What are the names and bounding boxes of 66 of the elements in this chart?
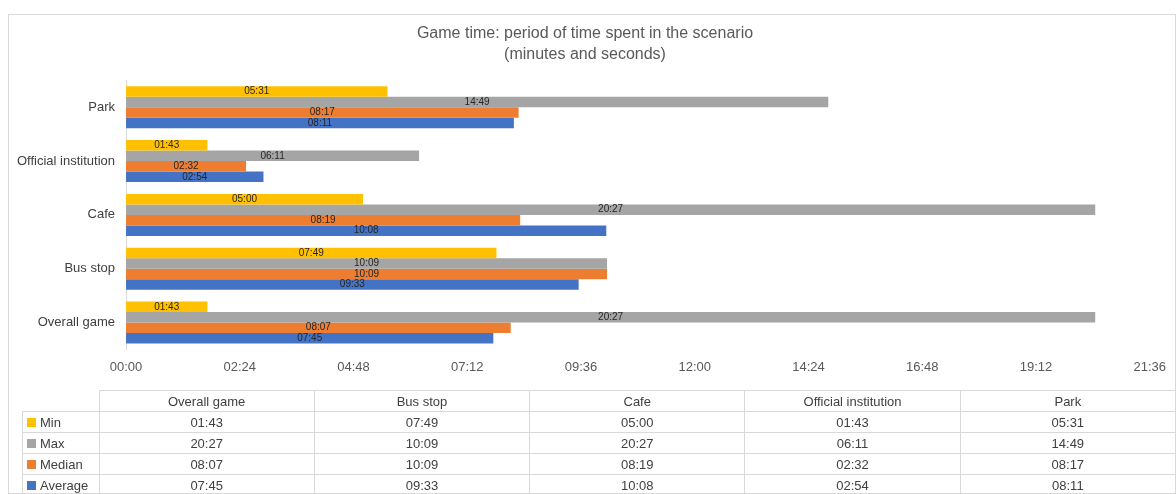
text: 08:17	[1051, 456, 1085, 472]
text: 01:43	[190, 414, 223, 430]
y-tick-label: Park	[88, 98, 116, 114]
x-tick-label: 16:48	[905, 358, 939, 374]
x-tick-label: 00:00	[109, 358, 143, 374]
x-tick-label: 02:24	[223, 358, 257, 374]
chart-subtitle: (minutes and seconds)	[504, 45, 666, 63]
data-label: 10:09	[354, 257, 380, 269]
text: 10:08	[620, 477, 654, 493]
category-label: Official institution	[803, 393, 902, 409]
category-label: Park	[1054, 393, 1082, 409]
category-label: Bus stop	[396, 393, 448, 409]
text: 14:49	[1051, 435, 1085, 451]
legend-label: Max	[22, 432, 99, 454]
data-label: 08:07	[305, 321, 332, 333]
text: 20:27	[620, 435, 654, 451]
y-tick-label: Cafe	[87, 206, 116, 222]
data-label: 05:31	[244, 85, 270, 97]
x-tick-label: 21:36	[1133, 358, 1167, 374]
x-tick-label: 04:48	[337, 358, 370, 374]
data-label: 01:43	[154, 300, 180, 312]
text: 07:49	[405, 414, 439, 430]
data-label: 02:32	[173, 160, 200, 172]
text: 20:27	[190, 435, 223, 451]
text: 02:54	[836, 477, 869, 493]
text: 08:11	[1052, 477, 1084, 493]
data-label: 20:27	[598, 203, 624, 215]
data-label: 10:09	[354, 267, 380, 279]
text: 05:31	[1051, 414, 1085, 430]
legend-label: Median	[22, 453, 99, 475]
x-tick-label: 09:36	[564, 358, 598, 374]
text: 05:00	[620, 414, 654, 430]
category-label: Cafe	[623, 393, 651, 409]
text: 08:07	[190, 456, 223, 472]
legend-label: Min	[22, 411, 99, 433]
y-tick-label: Bus stop	[64, 260, 116, 276]
data-label: 08:19	[310, 213, 337, 225]
text: 10:09	[405, 435, 439, 451]
category-label: Overall game	[167, 393, 246, 409]
data-label: 08:11	[307, 116, 333, 128]
chart-title: Game time: period of time spent in the scenario	[416, 24, 754, 42]
data-label: 01:43	[154, 139, 180, 151]
text: 01:43	[836, 414, 869, 430]
x-tick-label: 19:12	[1019, 358, 1053, 374]
text: 02:32	[836, 456, 869, 472]
text: 06:11	[836, 435, 869, 451]
x-tick-label: 12:00	[678, 358, 712, 374]
data-label: 09:33	[339, 278, 366, 290]
data-label: 14:49	[464, 95, 491, 107]
text: 09:33	[405, 477, 439, 493]
data-label: 02:54	[182, 170, 208, 182]
y-tick-label: Official institution	[17, 152, 116, 168]
text: 10:09	[405, 456, 439, 472]
data-label: 10:08	[353, 224, 380, 236]
data-label: 08:17	[309, 106, 336, 118]
data-label: 06:11	[260, 149, 286, 161]
data-label: 07:49	[298, 246, 325, 258]
x-tick-label: 07:12	[450, 358, 484, 374]
text: 07:45	[190, 477, 223, 493]
data-label: 07:45	[297, 331, 323, 343]
x-tick-label: 14:24	[792, 358, 825, 374]
text: 08:19	[620, 456, 654, 472]
y-tick-label: Overall game	[37, 314, 116, 330]
data-label: 05:00	[232, 192, 258, 204]
legend-label: Average	[22, 474, 99, 494]
data-label: 20:27	[598, 311, 624, 322]
